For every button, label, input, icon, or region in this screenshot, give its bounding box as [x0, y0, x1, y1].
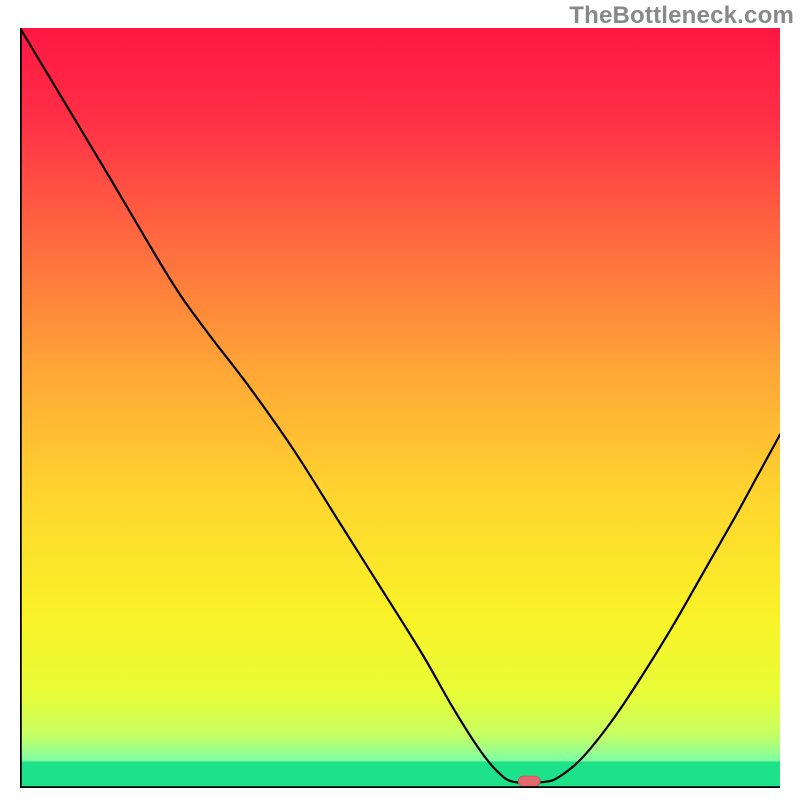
- chart-frame: TheBottleneck.com: [0, 0, 800, 800]
- bottleneck-chart: [20, 28, 780, 788]
- watermark-text: TheBottleneck.com: [569, 2, 794, 30]
- chart-svg: [20, 28, 780, 788]
- chart-background: [20, 28, 780, 788]
- chart-green-band: [20, 761, 780, 788]
- optimal-marker: [518, 776, 540, 786]
